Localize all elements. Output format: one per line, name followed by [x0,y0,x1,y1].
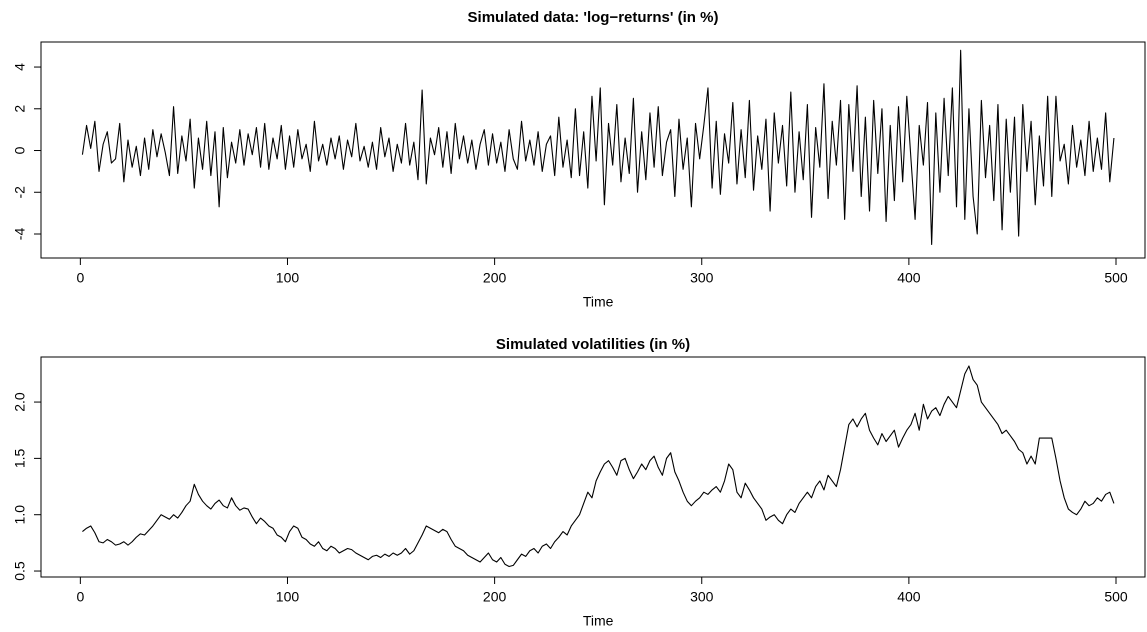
data-line [82,365,1115,568]
x-tick-label: 200 [483,589,507,605]
y-tick-label: 1.0 [12,505,28,525]
y-tick-label: 1.5 [12,448,28,468]
y-tick-label: 0 [12,146,28,154]
x-tick-label: 0 [76,589,84,605]
data-line [81,49,1115,245]
y-tick-label: -2 [12,186,28,199]
y-tick-label: 4 [12,63,28,71]
y-tick-label: 0.5 [12,561,28,581]
y-tick-label: -4 [12,228,28,241]
x-tick-label: 0 [76,270,84,286]
x-tick-label: 300 [690,589,714,605]
y-tick-label: 2 [12,105,28,113]
x-tick-label: 400 [897,270,921,286]
x-tick-label: 200 [483,270,507,286]
x-axis-label: Time [583,613,614,629]
x-tick-label: 500 [1104,270,1128,286]
x-tick-label: 100 [276,589,300,605]
plot-box [40,356,1146,578]
chart-title: Simulated volatilities (in %) [496,336,690,353]
y-tick-label: 2.0 [12,392,28,412]
x-axis-label: Time [583,294,614,310]
x-tick-label: 400 [897,589,921,605]
plot-box [40,41,1146,259]
x-tick-label: 300 [690,270,714,286]
x-tick-label: 100 [276,270,300,286]
x-tick-label: 500 [1104,589,1128,605]
chart-title: Simulated data: 'log−returns' (in %) [468,9,719,26]
